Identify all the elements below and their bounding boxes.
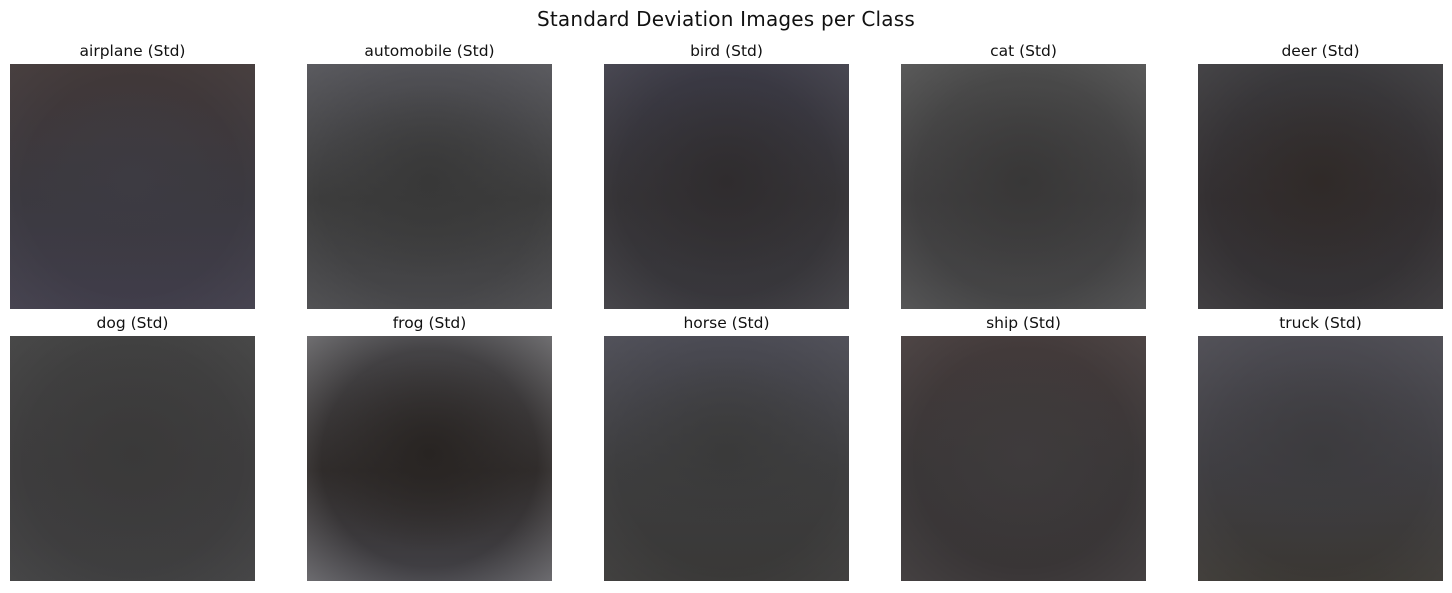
std-image xyxy=(10,64,255,309)
std-image xyxy=(10,336,255,581)
std-image xyxy=(1198,336,1443,581)
std-image xyxy=(901,64,1146,309)
panel-title: truck (Std) xyxy=(1279,314,1362,332)
std-image xyxy=(604,64,849,309)
panel-title: ship (Std) xyxy=(986,314,1061,332)
panel-title: dog (Std) xyxy=(96,314,169,332)
panel-title: cat (Std) xyxy=(990,42,1057,60)
std-image xyxy=(307,336,552,581)
std-image xyxy=(1198,64,1443,309)
figure-title: Standard Deviation Images per Class xyxy=(537,7,915,31)
panel-title: frog (Std) xyxy=(392,314,467,332)
std-image xyxy=(604,336,849,581)
panel-title: airplane (Std) xyxy=(79,42,186,60)
panel-title: bird (Std) xyxy=(690,42,763,60)
panel-title: horse (Std) xyxy=(683,314,770,332)
std-image xyxy=(901,336,1146,581)
panel-title: automobile (Std) xyxy=(364,42,495,60)
std-image xyxy=(307,64,552,309)
panel-title: deer (Std) xyxy=(1281,42,1360,60)
